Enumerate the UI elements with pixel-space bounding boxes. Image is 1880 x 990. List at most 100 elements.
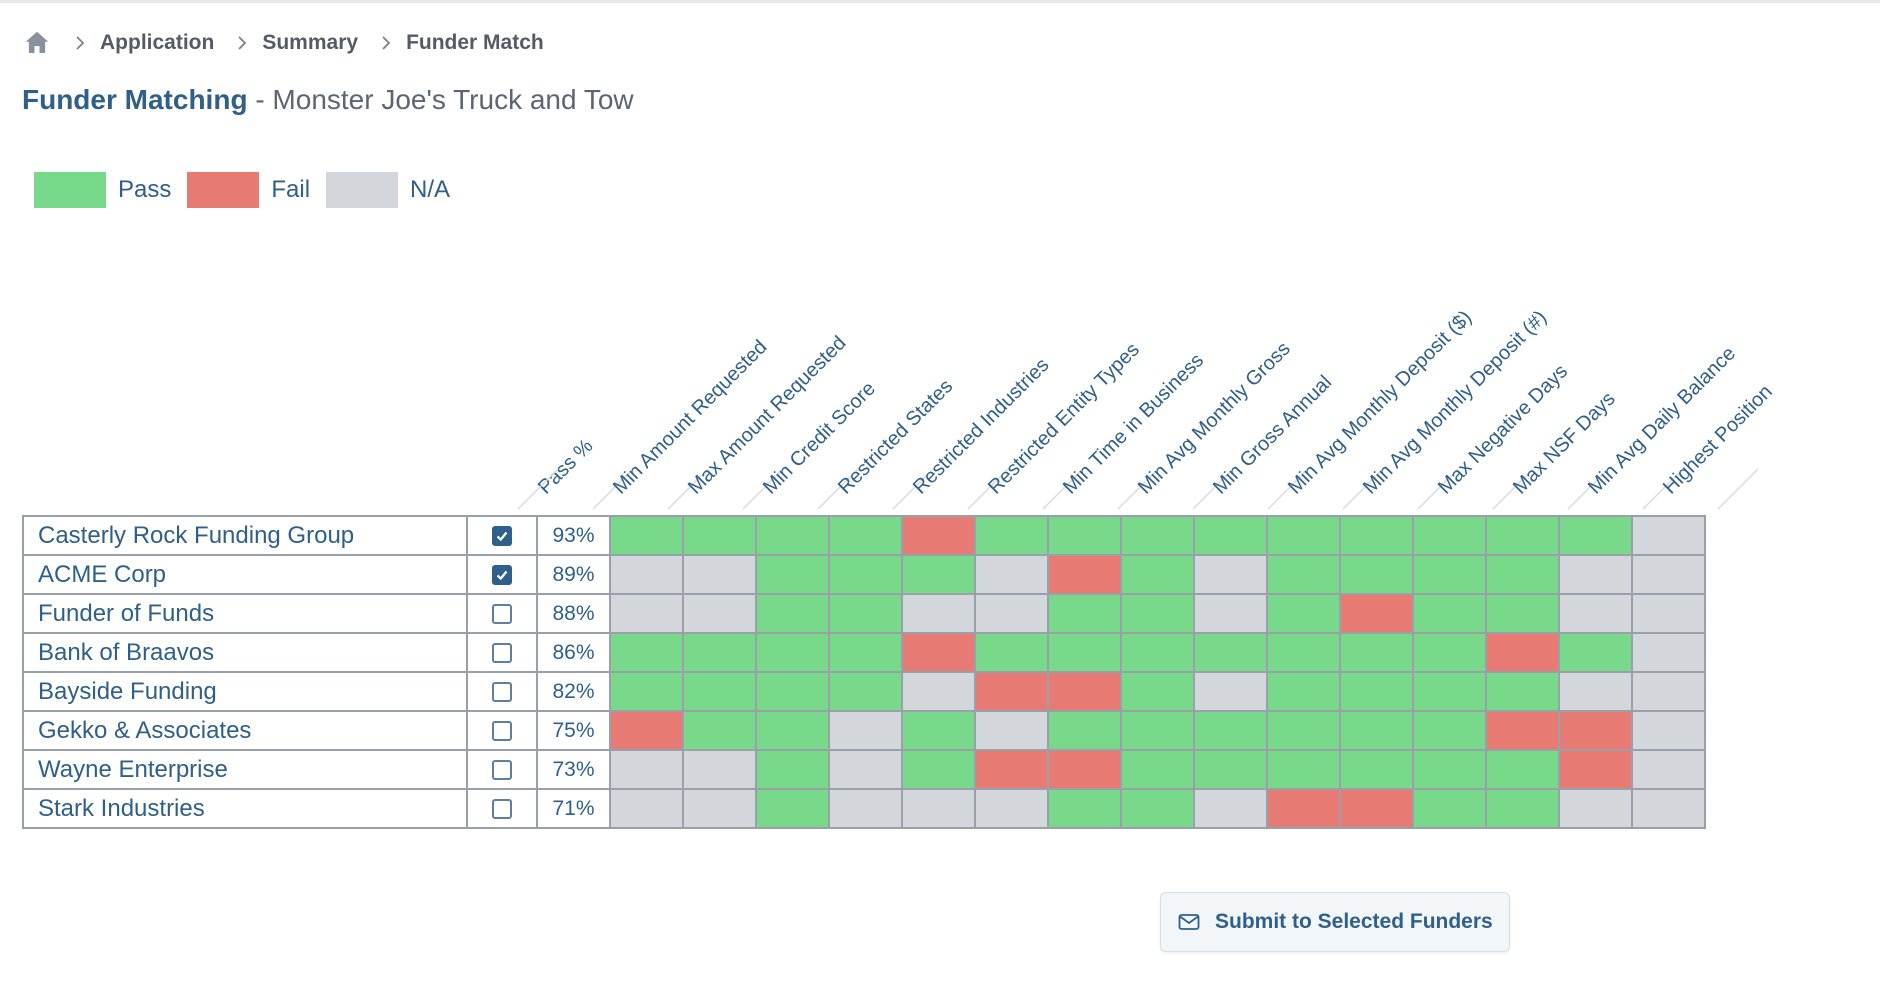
funder-select-cell	[466, 671, 538, 712]
criteria-cell-pass	[755, 710, 830, 751]
criteria-cell-pass	[682, 710, 757, 751]
criteria-cell-na	[1558, 788, 1633, 829]
funder-row: Stark Industries 71%	[22, 788, 1706, 829]
column-header: Max NSF Days	[1509, 388, 1620, 499]
column-header: Min Amount Requested	[609, 336, 772, 499]
funder-select-cell	[466, 554, 538, 595]
criteria-cell-fail	[1047, 671, 1122, 712]
criteria-cell-pass	[682, 671, 757, 712]
criteria-cell-pass	[682, 515, 757, 556]
funder-select-checkbox[interactable]	[492, 681, 512, 702]
page-title: Funder Matching - Monster Joe's Truck an…	[22, 84, 634, 116]
criteria-cell-pass	[828, 593, 903, 634]
criteria-cell-pass	[1193, 749, 1268, 790]
column-header: Min Avg Monthly Deposit (#)	[1359, 306, 1551, 498]
criteria-cell-na	[974, 710, 1049, 751]
funder-select-checkbox[interactable]	[492, 798, 512, 819]
legend-label-fail: Fail	[271, 176, 311, 203]
legend-swatch-fail	[187, 172, 260, 208]
column-header: Highest Position	[1659, 381, 1777, 499]
criteria-cell-na	[1631, 788, 1706, 829]
criteria-cell-pass	[1120, 554, 1195, 595]
criteria-cell-pass	[1266, 710, 1341, 751]
criteria-cell-na	[1193, 671, 1268, 712]
criteria-cell-fail	[1266, 788, 1341, 829]
funder-name: Bank of Braavos	[22, 632, 468, 673]
criteria-cell-fail	[901, 515, 976, 556]
breadcrumb-item-summary[interactable]: Summary	[232, 31, 358, 55]
funder-name: Funder of Funds	[22, 593, 468, 634]
criteria-cell-na	[682, 554, 757, 595]
criteria-cell-pass	[1120, 632, 1195, 673]
criteria-cell-na	[609, 593, 684, 634]
header-divider	[1267, 468, 1309, 510]
criteria-cell-pass	[1266, 632, 1341, 673]
criteria-cell-pass	[901, 710, 976, 751]
header-divider	[817, 468, 859, 510]
home-icon[interactable]	[22, 28, 52, 58]
funder-select-checkbox[interactable]	[492, 564, 512, 585]
funder-select-cell	[466, 593, 538, 634]
page-title-subject: - Monster Joe's Truck and Tow	[247, 84, 634, 115]
funder-matrix: Casterly Rock Funding Group 93% ACME Corp 8…	[22, 515, 1706, 829]
pass-percent: 71%	[536, 788, 611, 829]
funder-row: Bank of Braavos 86%	[22, 632, 1706, 673]
criteria-cell-na	[828, 749, 903, 790]
criteria-cell-pass	[1047, 632, 1122, 673]
funder-select-cell	[466, 632, 538, 673]
funder-select-checkbox[interactable]	[492, 525, 512, 546]
criteria-cell-pass	[1047, 593, 1122, 634]
funder-select-checkbox[interactable]	[492, 759, 512, 780]
funder-select-cell	[466, 788, 538, 829]
criteria-cell-na	[1631, 554, 1706, 595]
header-divider	[1642, 468, 1684, 510]
criteria-cell-pass	[1120, 515, 1195, 556]
header-divider	[1492, 468, 1534, 510]
criteria-cell-na	[1631, 632, 1706, 673]
criteria-cell-pass	[1412, 554, 1487, 595]
criteria-cell-pass	[1485, 788, 1560, 829]
pass-percent: 93%	[536, 515, 611, 556]
chevron-right-icon	[76, 36, 85, 50]
submit-to-selected-funders-button[interactable]: Submit to Selected Funders	[1160, 892, 1510, 952]
criteria-cell-na	[901, 671, 976, 712]
criteria-cell-fail	[1339, 593, 1414, 634]
funder-row: Bayside Funding 82%	[22, 671, 1706, 712]
legend: Pass Fail N/A	[34, 172, 466, 208]
funder-select-checkbox[interactable]	[492, 642, 512, 663]
criteria-cell-pass	[755, 554, 830, 595]
criteria-cell-fail	[974, 671, 1049, 712]
pass-percent: 86%	[536, 632, 611, 673]
funder-name: Wayne Enterprise	[22, 749, 468, 790]
header-divider	[742, 468, 784, 510]
criteria-cell-na	[609, 788, 684, 829]
criteria-cell-pass	[1266, 554, 1341, 595]
column-header: Max Amount Requested	[684, 332, 851, 499]
criteria-cell-fail	[1047, 749, 1122, 790]
funder-select-checkbox[interactable]	[492, 603, 512, 624]
column-header: Min Gross Annual	[1209, 371, 1336, 498]
criteria-cell-pass	[1339, 515, 1414, 556]
header-divider	[1042, 468, 1084, 510]
breadcrumb-item-funder-match[interactable]: Funder Match	[376, 31, 544, 55]
header-divider	[967, 468, 1009, 510]
criteria-cell-pass	[755, 671, 830, 712]
page-title-main: Funder Matching	[22, 84, 248, 115]
criteria-cell-fail	[609, 710, 684, 751]
criteria-cell-pass	[1412, 632, 1487, 673]
criteria-cell-pass	[1339, 554, 1414, 595]
submit-label: Submit to Selected Funders	[1215, 910, 1493, 933]
criteria-cell-na	[1631, 671, 1706, 712]
funder-row: Funder of Funds 88%	[22, 593, 1706, 634]
column-header: Pass %	[534, 435, 598, 499]
criteria-cell-pass	[1412, 671, 1487, 712]
breadcrumb: Application Summary Funder Match	[22, 26, 544, 60]
criteria-cell-pass	[1412, 749, 1487, 790]
funder-select-checkbox[interactable]	[492, 720, 512, 741]
header-divider	[517, 468, 559, 510]
breadcrumb-item-application[interactable]: Application	[70, 31, 214, 55]
column-header: Restricted Industries	[909, 354, 1053, 498]
column-header: Min Avg Monthly Deposit ($)	[1284, 306, 1476, 498]
criteria-cell-pass	[1266, 749, 1341, 790]
criteria-cell-fail	[1558, 749, 1633, 790]
